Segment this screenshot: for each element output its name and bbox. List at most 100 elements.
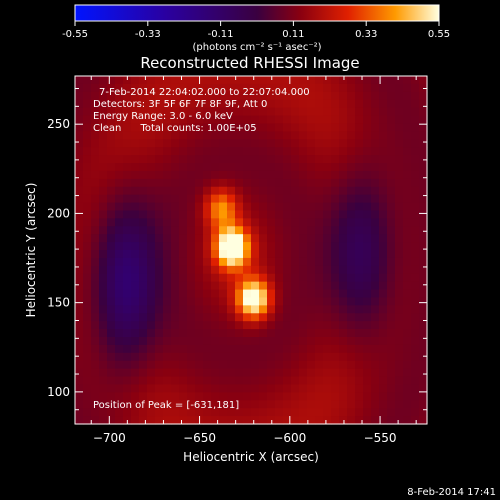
heatmap-cell — [163, 344, 172, 354]
heatmap-cell — [99, 115, 108, 125]
heatmap-cell — [91, 147, 100, 156]
heatmap-cell — [299, 297, 308, 306]
heatmap-cell — [331, 384, 340, 393]
heatmap-cell — [419, 273, 428, 283]
heatmap-cell — [235, 83, 244, 93]
heatmap-cell — [371, 313, 380, 322]
heatmap-cell — [363, 242, 372, 251]
heatmap-cell — [203, 368, 212, 378]
heatmap-cell — [387, 329, 396, 338]
heatmap-cell — [139, 344, 148, 354]
heatmap-cell — [251, 305, 260, 314]
heatmap-cell — [411, 265, 420, 275]
heatmap-cell — [107, 384, 116, 393]
heatmap-cell — [291, 202, 300, 212]
heatmap-cell — [387, 257, 396, 267]
heatmap-cell — [155, 170, 164, 180]
heatmap-cell — [283, 360, 292, 370]
heatmap-cell — [195, 210, 204, 219]
heatmap-cell — [331, 250, 340, 259]
heatmap-cell — [107, 273, 116, 283]
heatmap-cell — [299, 194, 308, 204]
heatmap-cell — [283, 289, 292, 299]
heatmap-cell — [419, 186, 428, 196]
colorbar-unit-label: (photons cm⁻² s⁻¹ asec⁻²) — [192, 42, 321, 53]
heatmap-cell — [235, 139, 244, 148]
heatmap-cell — [251, 242, 260, 251]
heatmap-cell — [355, 337, 364, 346]
heatmap-cell — [243, 234, 252, 243]
heatmap-cell — [171, 210, 180, 219]
heatmap-cell — [99, 368, 108, 378]
heatmap-cell — [291, 321, 300, 330]
heatmap-cell — [363, 273, 372, 283]
heatmap-cell — [331, 257, 340, 267]
heatmap-cell — [347, 313, 356, 322]
heatmap-cell — [379, 155, 388, 164]
heatmap-cell — [131, 123, 140, 132]
heatmap-cell — [307, 281, 316, 291]
heatmap-cell — [139, 305, 148, 314]
heatmap-cell — [371, 352, 380, 362]
heatmap-cell — [331, 163, 340, 172]
heatmap-cell — [107, 305, 116, 314]
heatmap-cell — [235, 107, 244, 117]
heatmap-cell — [139, 360, 148, 370]
heatmap-cell — [107, 155, 116, 164]
heatmap-cell — [411, 218, 420, 227]
heatmap-cell — [123, 107, 132, 117]
heatmap-cell — [123, 376, 132, 386]
heatmap-cell — [291, 131, 300, 140]
heatmap-cell — [155, 186, 164, 196]
heatmap-cell — [83, 352, 92, 362]
heatmap-cell — [395, 147, 404, 156]
heatmap-cell — [227, 218, 236, 227]
heatmap-cell — [107, 139, 116, 148]
heatmap-cell — [195, 242, 204, 251]
heatmap-cell — [363, 321, 372, 330]
heatmap-cell — [147, 139, 156, 148]
heatmap-cell — [243, 194, 252, 204]
heatmap-cell — [387, 289, 396, 299]
heatmap-cell — [371, 218, 380, 227]
heatmap-cell — [267, 91, 276, 101]
heatmap-cell — [251, 163, 260, 172]
heatmap-cell — [219, 352, 228, 362]
heatmap-cell — [107, 400, 116, 409]
heatmap-cell — [267, 242, 276, 251]
heatmap-cell — [163, 226, 172, 235]
heatmap-cell — [75, 329, 84, 338]
heatmap-cell — [155, 123, 164, 132]
heatmap-cell — [155, 218, 164, 227]
heatmap-cell — [147, 210, 156, 219]
heatmap-cell — [403, 147, 412, 156]
heatmap-cell — [115, 329, 124, 338]
heatmap-cell — [187, 376, 196, 386]
heatmap-cell — [339, 139, 348, 148]
heatmap-cell — [387, 321, 396, 330]
heatmap-cell — [355, 352, 364, 362]
heatmap-cell — [355, 234, 364, 243]
heatmap-cell — [251, 76, 260, 85]
heatmap-cell — [315, 281, 324, 291]
heatmap-cell — [219, 76, 228, 85]
heatmap-cell — [379, 337, 388, 346]
heatmap-cell — [251, 281, 260, 291]
heatmap-cell — [227, 321, 236, 330]
heatmap-cell — [155, 139, 164, 148]
heatmap-cell — [131, 202, 140, 212]
heatmap-cell — [123, 76, 132, 85]
heatmap-cell — [259, 178, 268, 188]
heatmap-cell — [403, 115, 412, 125]
heatmap-cell — [115, 99, 124, 109]
heatmap-cell — [363, 202, 372, 212]
heatmap-cell — [99, 265, 108, 275]
heatmap-cell — [347, 368, 356, 378]
heatmap-cell — [163, 147, 172, 156]
heatmap-cell — [91, 186, 100, 196]
heatmap-cell — [155, 250, 164, 259]
heatmap-cell — [283, 83, 292, 93]
heatmap-cell — [347, 226, 356, 235]
heatmap-cell — [307, 321, 316, 330]
heatmap-cell — [219, 234, 228, 243]
